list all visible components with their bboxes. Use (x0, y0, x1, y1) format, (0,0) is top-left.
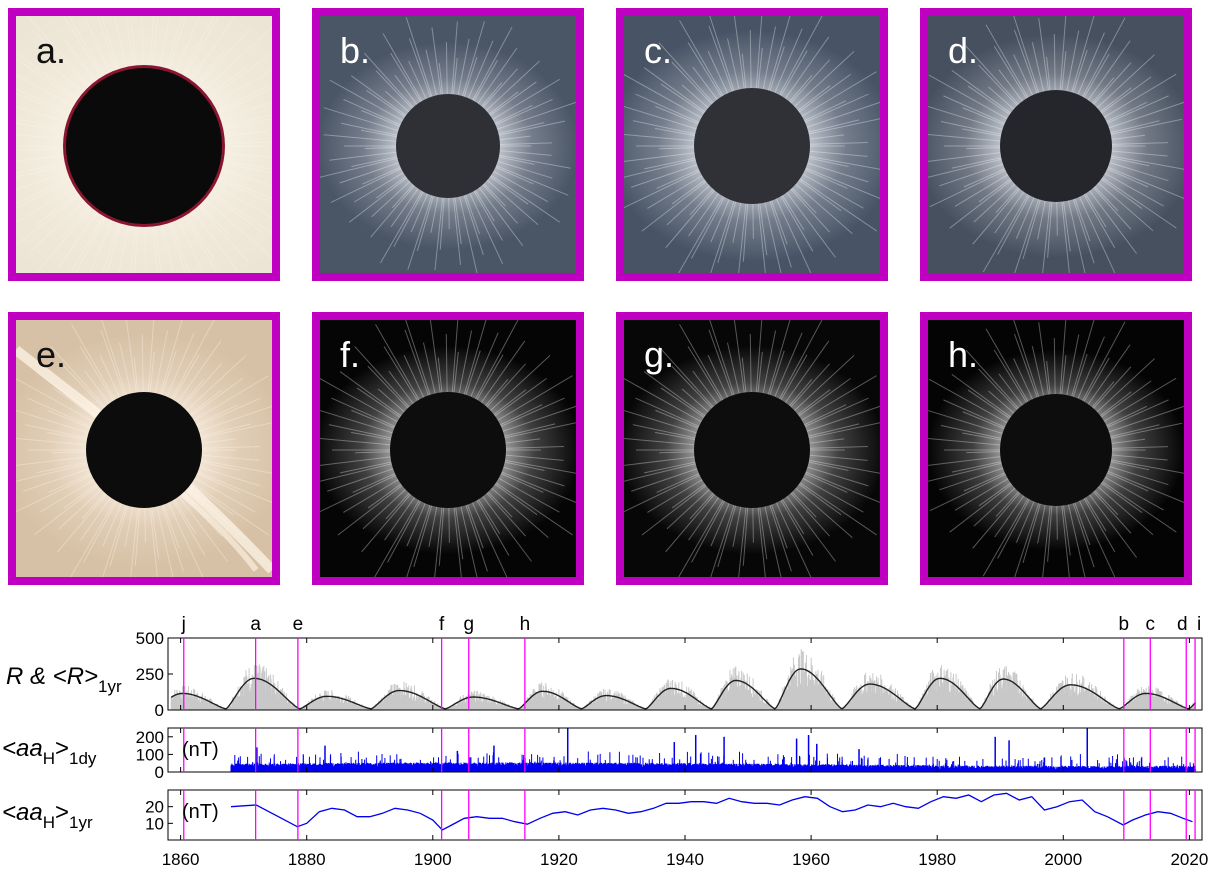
ylabel-part: H (43, 813, 55, 832)
timeseries-chart: 0 250 500 0 100 200 10 20 j a e f g h b c d i 1860 1880 1900… (0, 600, 1226, 875)
sunspot-monthly-series (170, 649, 1196, 710)
eclipse-panel-g: g. (616, 312, 888, 585)
ylabel-part: 1dy (69, 749, 97, 768)
ylabel-part: > (55, 735, 69, 762)
ylabel-aa_daily: <aaH>1dy (2, 735, 97, 768)
panel-label: a. (36, 30, 67, 71)
unit-label: (nT) (182, 801, 219, 823)
eclipse-image (16, 16, 272, 273)
eclipse-image (928, 16, 1184, 273)
eclipse-panel-e: e. (8, 312, 280, 585)
eclipse-marker-label: j (181, 614, 186, 635)
eclipse-marker-label: e (293, 614, 304, 635)
eclipse-image (928, 320, 1184, 577)
ylabel-aa_annual: <aaH>1yr (2, 799, 93, 832)
x-tick-label: 1900 (414, 850, 452, 869)
axes-box-aa_annual (167, 789, 1203, 841)
aa-daily-series (230, 751, 1197, 772)
y-tick-label: 100 (136, 745, 164, 764)
eclipse-panel-c: c. (616, 8, 888, 281)
panel-label: b. (340, 30, 371, 71)
x-tick-label: 1980 (918, 850, 956, 869)
y-tick-label: 20 (145, 798, 164, 817)
eclipse-panel-d: d. (920, 8, 1192, 281)
x-tick-label: 1940 (666, 850, 704, 869)
x-tick-label: 1860 (162, 850, 200, 869)
eclipse-image (16, 320, 272, 577)
y-tick-label: 500 (136, 629, 164, 648)
panel-label: g. (644, 334, 675, 375)
y-tick-label: 0 (155, 701, 164, 720)
y-tick-label: 250 (136, 665, 164, 684)
eclipse-marker-label: h (520, 614, 531, 635)
eclipse-marker-label: d (1177, 614, 1188, 635)
eclipse-marker-label: c (1146, 614, 1156, 635)
eclipse-marker-label: f (439, 614, 445, 635)
y-tick-label: 0 (155, 763, 164, 782)
panel-label: c. (644, 30, 673, 71)
ylabel-part: <aa (2, 799, 43, 826)
panel-label: e. (36, 334, 67, 375)
unit-label: (nT) (182, 739, 219, 761)
panel-label: f. (340, 334, 361, 375)
x-tick-label: 2000 (1044, 850, 1082, 869)
ylabel-part: > (55, 799, 69, 826)
eclipse-marker-label: b (1119, 614, 1130, 635)
ylabel-sub: 1yr (98, 677, 122, 696)
panel-label: h. (948, 334, 979, 375)
x-tick-label: 1920 (540, 850, 578, 869)
y-tick-label: 10 (145, 814, 164, 833)
eclipse-image (320, 320, 576, 577)
ylabel-main: R & <R> (6, 663, 98, 690)
eclipse-panel-a: a. (8, 8, 280, 281)
x-tick-label: 1880 (288, 850, 326, 869)
ylabel-part: 1yr (69, 813, 93, 832)
ylabel-part: H (43, 749, 55, 768)
eclipse-panel-f: f. (312, 312, 584, 585)
ylabel-part: <aa (2, 735, 43, 762)
aa-annual-line (230, 792, 1193, 831)
panel-label: d. (948, 30, 979, 71)
eclipse-panel-b: b. (312, 8, 584, 281)
x-tick-label: 2020 (1170, 850, 1208, 869)
eclipse-image (320, 16, 576, 273)
eclipse-image (624, 320, 880, 577)
eclipse-panel-h: h. (920, 312, 1192, 585)
eclipse-marker-label: a (250, 614, 261, 635)
sunspot-annual-line (170, 668, 1197, 710)
eclipse-marker-label: i (1197, 614, 1201, 635)
eclipse-image (624, 16, 880, 273)
x-tick-label: 1960 (792, 850, 830, 869)
ylabel-sunspot: R & <R>1yr (6, 663, 122, 696)
y-tick-label: 200 (136, 728, 164, 747)
eclipse-marker-label: g (463, 614, 474, 635)
